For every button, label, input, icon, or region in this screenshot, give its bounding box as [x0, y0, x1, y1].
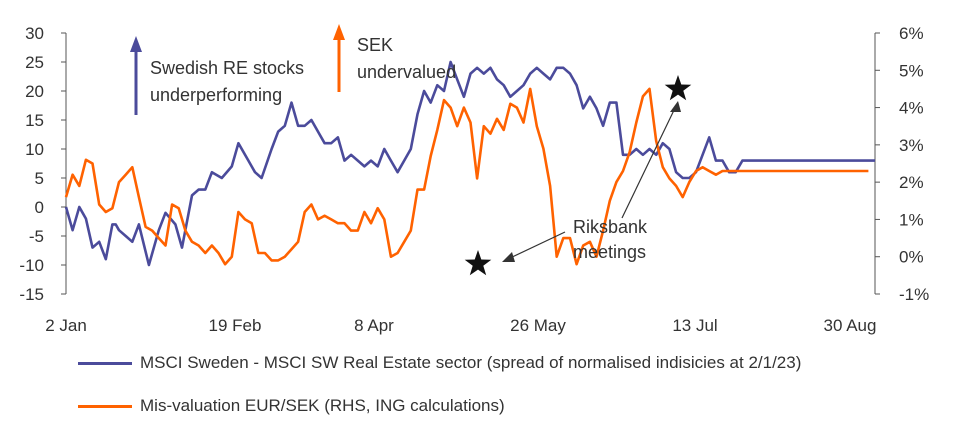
star-marker-may: [464, 250, 492, 276]
riksbank-arrowheads: [502, 101, 681, 262]
x-tick-label: 30 Aug: [824, 316, 877, 335]
left-tick-label: -5: [29, 227, 44, 246]
legend-label-msci-spread: MSCI Sweden - MSCI SW Real Estate sector…: [140, 353, 802, 372]
right-tick-label: -1%: [899, 285, 929, 304]
annotations: Swedish RE stocks underperforming SEK un…: [130, 24, 692, 276]
legend-item-eursek: Mis-valuation EUR/SEK (RHS, ING calculat…: [78, 396, 505, 416]
series-lines: [64, 60, 875, 267]
x-tick-label: 8 Apr: [354, 316, 394, 335]
riksbank-annotation-line2: meetings: [573, 242, 646, 262]
riksbank-annotation-line1: Riksbank: [573, 217, 648, 237]
left-tick-label: 0: [35, 198, 44, 217]
riksbank-pointer-lines: [507, 105, 677, 260]
right-tick-label: 3%: [899, 136, 924, 155]
legend-swatch-eursek: [78, 404, 132, 408]
right-tick-label: 1%: [899, 210, 924, 229]
series-line-msci-spread: [64, 60, 875, 267]
re-stocks-annotation-line2: underperforming: [150, 85, 282, 105]
right-axis-ticks: 6% 5% 4% 3% 2% 1% 0% -1%: [875, 24, 929, 304]
x-axis-ticks: 2 Jan 19 Feb 8 Apr 26 May 13 Jul 30 Aug: [45, 316, 876, 335]
sek-annotation-line1: SEK: [357, 35, 393, 55]
axes: [65, 33, 876, 294]
sek-annotation-line2: undervalued: [357, 62, 456, 82]
left-tick-label: 5: [35, 169, 44, 188]
left-tick-label: 15: [25, 111, 44, 130]
x-tick-label: 26 May: [510, 316, 566, 335]
legend-swatch-msci-spread: [78, 361, 132, 365]
star-marker-jul: [664, 75, 692, 101]
left-tick-label: 20: [25, 82, 44, 101]
re-stocks-arrow: [130, 36, 142, 115]
right-tick-label: 5%: [899, 61, 924, 80]
right-tick-label: 4%: [899, 99, 924, 118]
left-tick-label: -15: [19, 285, 44, 304]
series-line-eursek: [64, 87, 869, 266]
x-tick-label: 13 Jul: [672, 316, 717, 335]
sek-arrow: [333, 24, 345, 92]
riksbank-meeting-stars: [464, 75, 692, 276]
left-tick-label: 10: [25, 140, 44, 159]
left-tick-label: -10: [19, 256, 44, 275]
left-tick-label: 30: [25, 24, 44, 43]
left-tick-label: 25: [25, 53, 44, 72]
re-stocks-annotation-line1: Swedish RE stocks: [150, 58, 304, 78]
legend-label-eursek: Mis-valuation EUR/SEK (RHS, ING calculat…: [140, 396, 505, 415]
right-tick-label: 2%: [899, 173, 924, 192]
left-axis-ticks: 30 25 20 15 10 5 0 -5 -10 -15: [19, 24, 66, 304]
x-tick-label: 2 Jan: [45, 316, 87, 335]
right-tick-label: 0%: [899, 248, 924, 267]
x-tick-label: 19 Feb: [209, 316, 262, 335]
legend-item-msci-spread: MSCI Sweden - MSCI SW Real Estate sector…: [78, 353, 801, 373]
right-tick-label: 6%: [899, 24, 924, 43]
